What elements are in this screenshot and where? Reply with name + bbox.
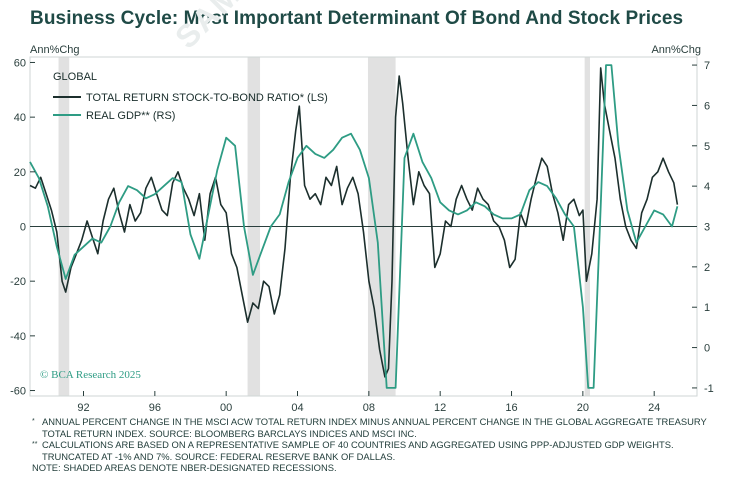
footnote-note: NOTE: SHADED AREAS DENOTE NBER-DESIGNATE… [32,462,337,473]
legend: GLOBAL TOTAL RETURN STOCK-TO-BOND RATIO*… [53,71,328,122]
left-tick-label: 0 [20,222,26,234]
left-axis-unit: Ann%Chg [30,44,80,56]
left-tick-label: 60 [14,57,26,69]
right-tick-label: 5 [704,141,710,153]
right-tick-label: 0 [704,343,710,355]
footnote-marker: ** [32,441,38,448]
left-tick-label: 40 [14,112,26,124]
left-tick-label: -20 [10,276,26,288]
legend-title: GLOBAL [53,71,97,83]
right-tick-label: 3 [704,222,710,234]
x-tick-label: 24 [648,402,660,412]
x-tick-label: 12 [434,402,446,412]
x-tick-label: 04 [291,402,303,412]
footnote-3: NOTE: SHADED AREAS DENOTE NBER-DESIGNATE… [32,462,722,474]
footnote-2: ** CALCULATIONS ARE BASED ON A REPRESENT… [32,439,722,462]
right-tick-label: 4 [704,181,710,193]
chart-title: Business Cycle: Most Important Determina… [30,8,684,29]
series-line-gdp [29,64,679,389]
x-tick-label: 92 [77,402,89,412]
right-tick-label: 1 [704,302,710,314]
footnote-marker: * [32,418,35,425]
legend-entry-gdp: REAL GDP** (RS) [86,110,175,122]
right-tick-label: -1 [704,383,714,395]
x-tick-label: 96 [149,402,161,412]
footnote-text: ANNUAL PERCENT CHANGE IN THE MSCI ACW TO… [42,416,707,439]
legend-entry-stock-bond: TOTAL RETURN STOCK-TO-BOND RATIO* (LS) [86,92,328,104]
right-axis-unit: Ann%Chg [651,44,701,56]
left-tick-label: -40 [10,331,26,343]
left-tick-label: 20 [14,167,26,179]
credit: © BCA Research 2025 [40,369,141,381]
x-tick-label: 08 [363,402,375,412]
left-tick-label: -60 [10,386,26,398]
x-tick-label: 20 [577,402,589,412]
x-tick-label: 16 [505,402,517,412]
footnotes: * ANNUAL PERCENT CHANGE IN THE MSCI ACW … [32,416,722,474]
series-line-stock-bond [29,67,679,378]
right-tick-label: 6 [704,100,710,112]
x-tick-label: 00 [220,402,232,412]
footnote-text: CALCULATIONS ARE BASED ON A REPRESENTATI… [42,439,674,462]
right-tick-label: 2 [704,262,710,274]
footnote-1: * ANNUAL PERCENT CHANGE IN THE MSCI ACW … [32,416,722,439]
right-tick-label: 7 [704,60,710,72]
series-layer [29,64,679,389]
